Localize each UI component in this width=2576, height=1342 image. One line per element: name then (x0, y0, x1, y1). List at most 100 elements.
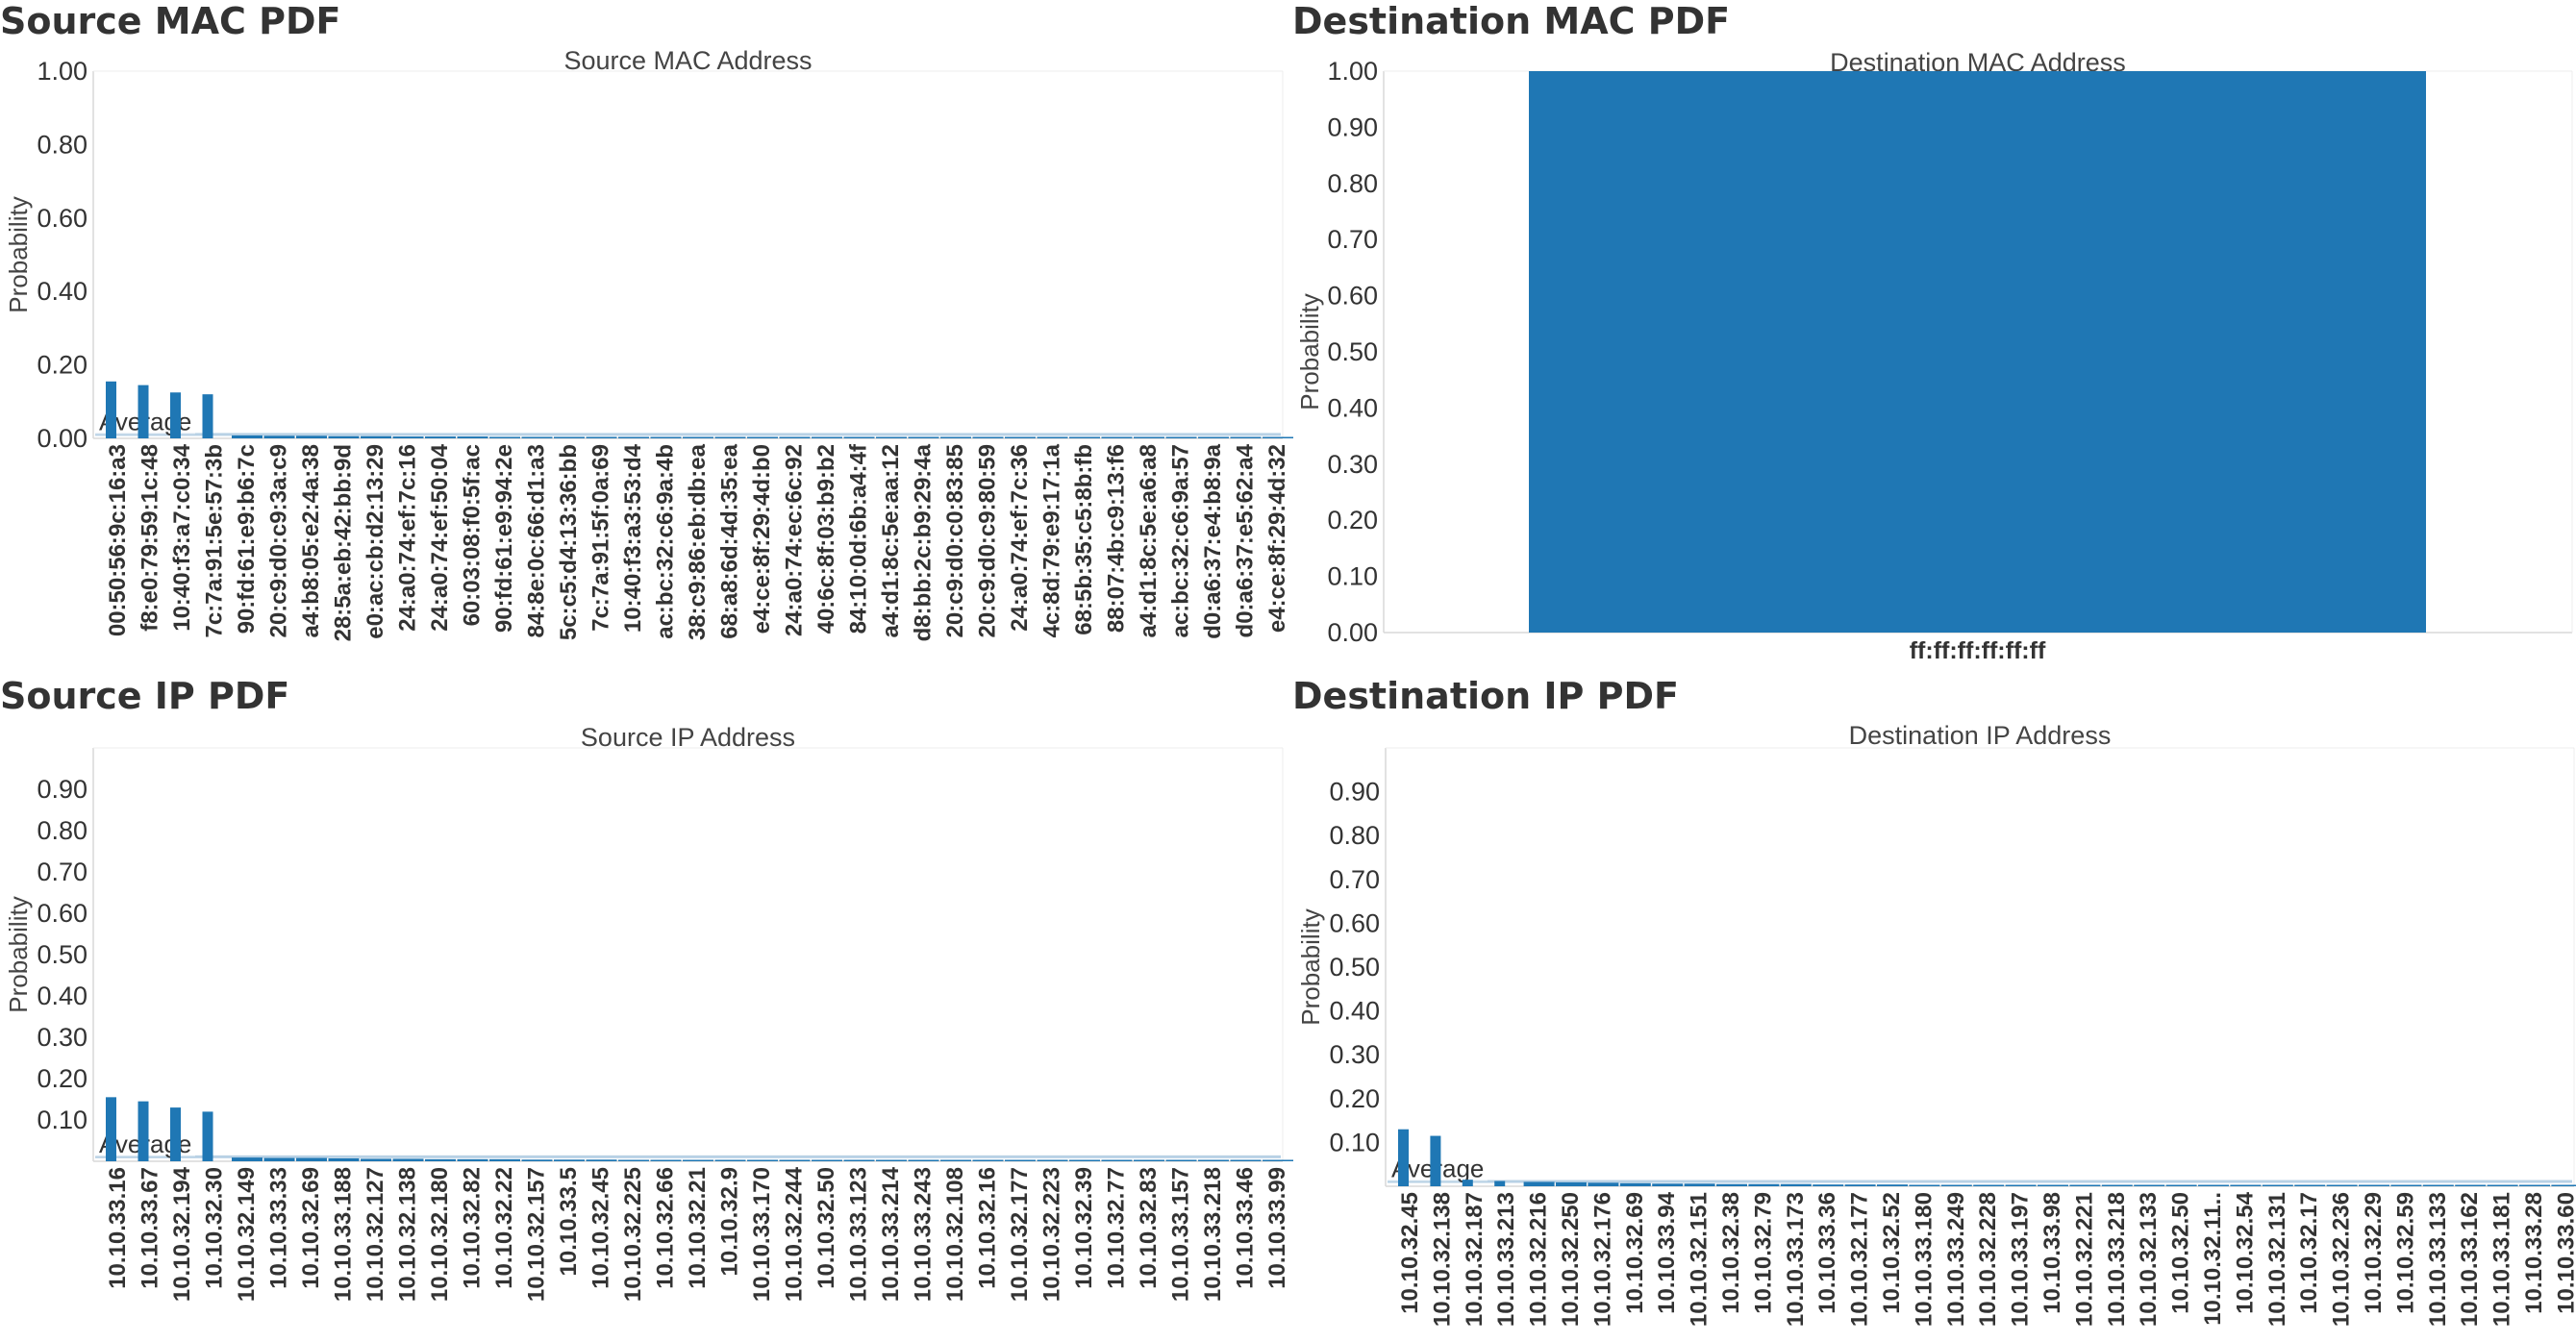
panel-source-ip: Source IP PDF Source IP Address Probabili… (0, 675, 1293, 1342)
bar (586, 1159, 617, 1161)
y-tick-label: 0.20 (1329, 1084, 1380, 1113)
x-tick-label: 24:a0:74:ec:6c:92 (782, 444, 808, 636)
bar (779, 1159, 811, 1161)
bar (170, 392, 181, 438)
bar (908, 1159, 939, 1161)
bar (1556, 1181, 1587, 1186)
bar (554, 436, 585, 438)
bar (2101, 1184, 2133, 1186)
x-tick-label: 10.10.33.218 (1200, 1167, 1226, 1302)
x-tick-label: 10.10.32.82 (460, 1167, 486, 1289)
x-tick-label: 10.10.32.66 (653, 1167, 679, 1289)
y-axis-label: Probability (1295, 293, 1324, 410)
bar (2005, 1184, 2037, 1186)
bar (1940, 1184, 1972, 1186)
y-tick-label: 0.70 (1329, 865, 1380, 894)
panel-destination-ip: Destination IP PDF Destination IP Addres… (1292, 675, 2576, 1342)
bar (106, 381, 116, 438)
x-tick-label: 10.10.32.138 (1429, 1192, 1455, 1327)
x-tick-label: 10.10.33.157 (1168, 1167, 1194, 1302)
bar (747, 436, 778, 438)
x-tick-label: 10.10.32.69 (1622, 1192, 1648, 1314)
bar (263, 435, 295, 438)
x-tick-label: 38:c9:86:eb:db:ea (685, 443, 711, 640)
x-tick-label: 10.10.33.60 (2553, 1192, 2576, 1314)
bar (1005, 1159, 1036, 1161)
destination-ip-chart: Destination IP Address Probability 0.10 0.2… (1296, 721, 2576, 1327)
x-tick-label: 10.10.33.33 (266, 1167, 292, 1289)
bar (1588, 1182, 1619, 1186)
x-tick-label: 10.10.32.223 (1039, 1167, 1065, 1302)
bar (521, 1159, 553, 1161)
x-tick-label: 10.10.32.225 (620, 1167, 646, 1302)
bar (2551, 1184, 2576, 1186)
x-tick-label: 10.10.32.54 (2232, 1191, 2258, 1313)
x-tick-label: 24:a0:74:ef:50:04 (427, 443, 453, 631)
x-tick-label: ff:ff:ff:ff:ff:ff (1910, 637, 2046, 664)
bar (1430, 1135, 1441, 1186)
bar (843, 436, 875, 438)
x-tick-label: 4c:8d:79:e9:17:1a (1039, 443, 1065, 637)
bar (170, 1107, 181, 1161)
x-tick-label: 10.10.32.17 (2296, 1192, 2322, 1314)
panel-destination-mac: Destination MAC PDF Destination MAC Addr… (1292, 0, 2576, 668)
x-tick-label: 10.10.32.187 (1462, 1192, 1488, 1327)
bar (1101, 436, 1133, 438)
x-tick-label: 10.10.32.59 (2392, 1192, 2418, 1314)
x-tick-label: f8:e0:79:59:1c:48 (138, 444, 163, 632)
x-tick-label: 10.10.32.221 (2071, 1192, 2097, 1327)
x-tick-label: 10.10.33.5 (556, 1167, 582, 1276)
chart-title: Source IP Address (581, 723, 795, 752)
x-tick-label: e0:ac:cb:d2:13:29 (363, 444, 388, 639)
bar (138, 1101, 149, 1161)
y-tick-label: 0.50 (1327, 337, 1378, 366)
x-tick-label: 10.10.32.194 (169, 1166, 195, 1302)
x-tick-label: 10.10.33.46 (1233, 1167, 1259, 1289)
x-tick-label: 5c:c5:d4:13:36:bb (556, 444, 582, 640)
bar (1748, 1183, 1780, 1186)
bar (328, 435, 360, 438)
bar (908, 436, 939, 438)
x-tick-label: 10.10.32.151 (1687, 1192, 1713, 1327)
x-tick-label: 10.10.33.123 (846, 1167, 872, 1302)
bar (392, 436, 424, 438)
bar (328, 1157, 360, 1161)
bar (2262, 1184, 2293, 1186)
bar (489, 436, 520, 438)
bar (1134, 1159, 1164, 1161)
x-tick-label: 10.10.32.177 (1847, 1192, 1873, 1327)
bar (779, 436, 811, 438)
x-tick-label: 10.10.33.180 (1911, 1192, 1937, 1327)
bar (521, 436, 553, 438)
x-tick-label: 10.10.33.213 (1493, 1192, 1519, 1327)
x-tick-label: 10.10.32.45 (1397, 1192, 1423, 1314)
source-mac-chart: Source MAC Address Probability 0.00 0.20 0.4… (4, 46, 1293, 641)
panel-title: Source MAC PDF (0, 0, 341, 42)
bar (1813, 1184, 1844, 1186)
y-tick-label: 0.20 (37, 1064, 88, 1093)
bar (650, 1159, 682, 1161)
x-tick-label: 40:6c:8f:03:b9:b2 (813, 444, 839, 634)
bar (202, 1111, 213, 1161)
x-tick-label: 90:fd:61:e9:b6:7c (234, 444, 260, 634)
y-tick-label: 0.50 (1329, 953, 1380, 982)
x-tick-label: 10.10.32.108 (942, 1167, 968, 1302)
x-tick-label: 10.10.33.94 (1654, 1191, 1680, 1313)
bar (425, 1158, 456, 1161)
y-tick-label: 0.50 (37, 940, 88, 969)
y-tick-label: 0.60 (1327, 282, 1378, 311)
y-tick-label: 0.80 (37, 816, 88, 845)
x-tick-label: 20:c9:d0:c9:80:59 (975, 444, 1001, 637)
x-tick-label: 10.10.33.181 (2489, 1192, 2515, 1327)
bar (1230, 436, 1262, 438)
y-axis-label: Probability (4, 196, 33, 312)
bar (650, 436, 682, 438)
y-tick-label: 0.30 (1327, 450, 1378, 479)
bar (2038, 1184, 2068, 1186)
bar (1263, 1159, 1293, 1161)
bar (392, 1158, 424, 1161)
y-tick-label: 0.40 (37, 982, 88, 1010)
x-tick-label: 10.10.32.50 (2168, 1192, 2194, 1314)
bar (2230, 1184, 2262, 1186)
panel-title: Destination MAC PDF (1292, 0, 1731, 42)
